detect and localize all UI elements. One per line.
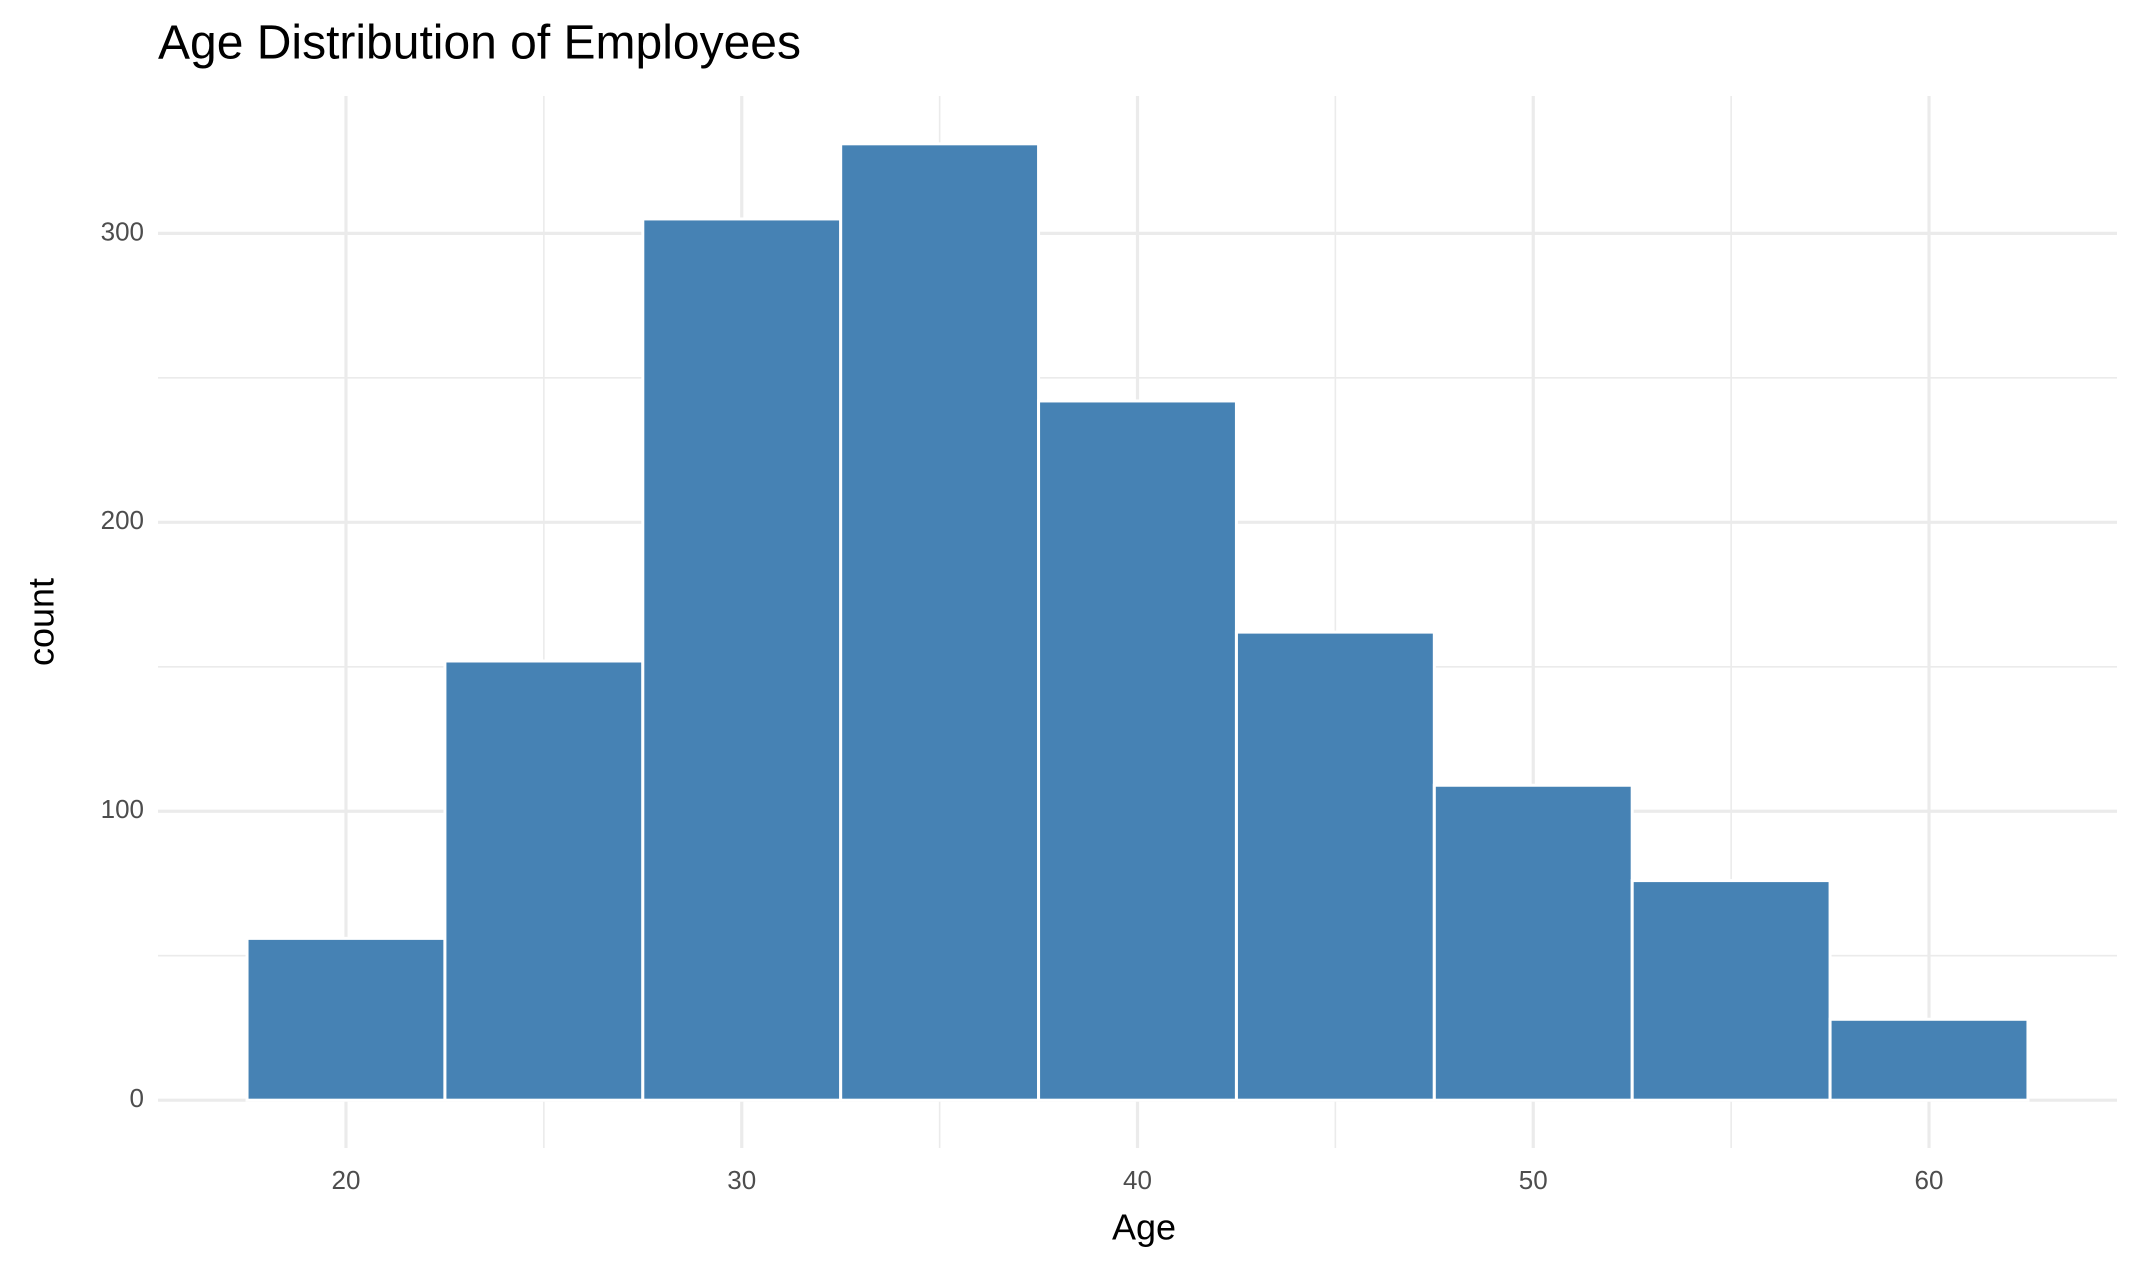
y-tick-label: 300	[101, 216, 144, 246]
x-tick-label: 30	[727, 1165, 756, 1195]
chart-title: Age Distribution of Employees	[158, 17, 801, 70]
y-tick-label: 0	[130, 1083, 144, 1113]
x-tick-label: 60	[1915, 1165, 1944, 1195]
bar	[1234, 630, 1436, 1102]
bar	[641, 217, 843, 1102]
bar	[245, 936, 447, 1102]
x-tick-label: 40	[1123, 1165, 1152, 1195]
y-tick-label: 100	[101, 794, 144, 824]
bar	[1828, 1017, 2030, 1102]
bar	[443, 659, 645, 1102]
y-axis-title: count	[21, 578, 62, 666]
x-axis-title: Age	[1112, 1207, 1176, 1248]
x-tick-label: 20	[332, 1165, 361, 1195]
bar	[1630, 879, 1832, 1102]
y-tick-label: 200	[101, 505, 144, 535]
x-tick-label: 50	[1519, 1165, 1548, 1195]
bar	[1037, 399, 1238, 1102]
bar	[1432, 783, 1634, 1102]
bar	[839, 142, 1041, 1102]
